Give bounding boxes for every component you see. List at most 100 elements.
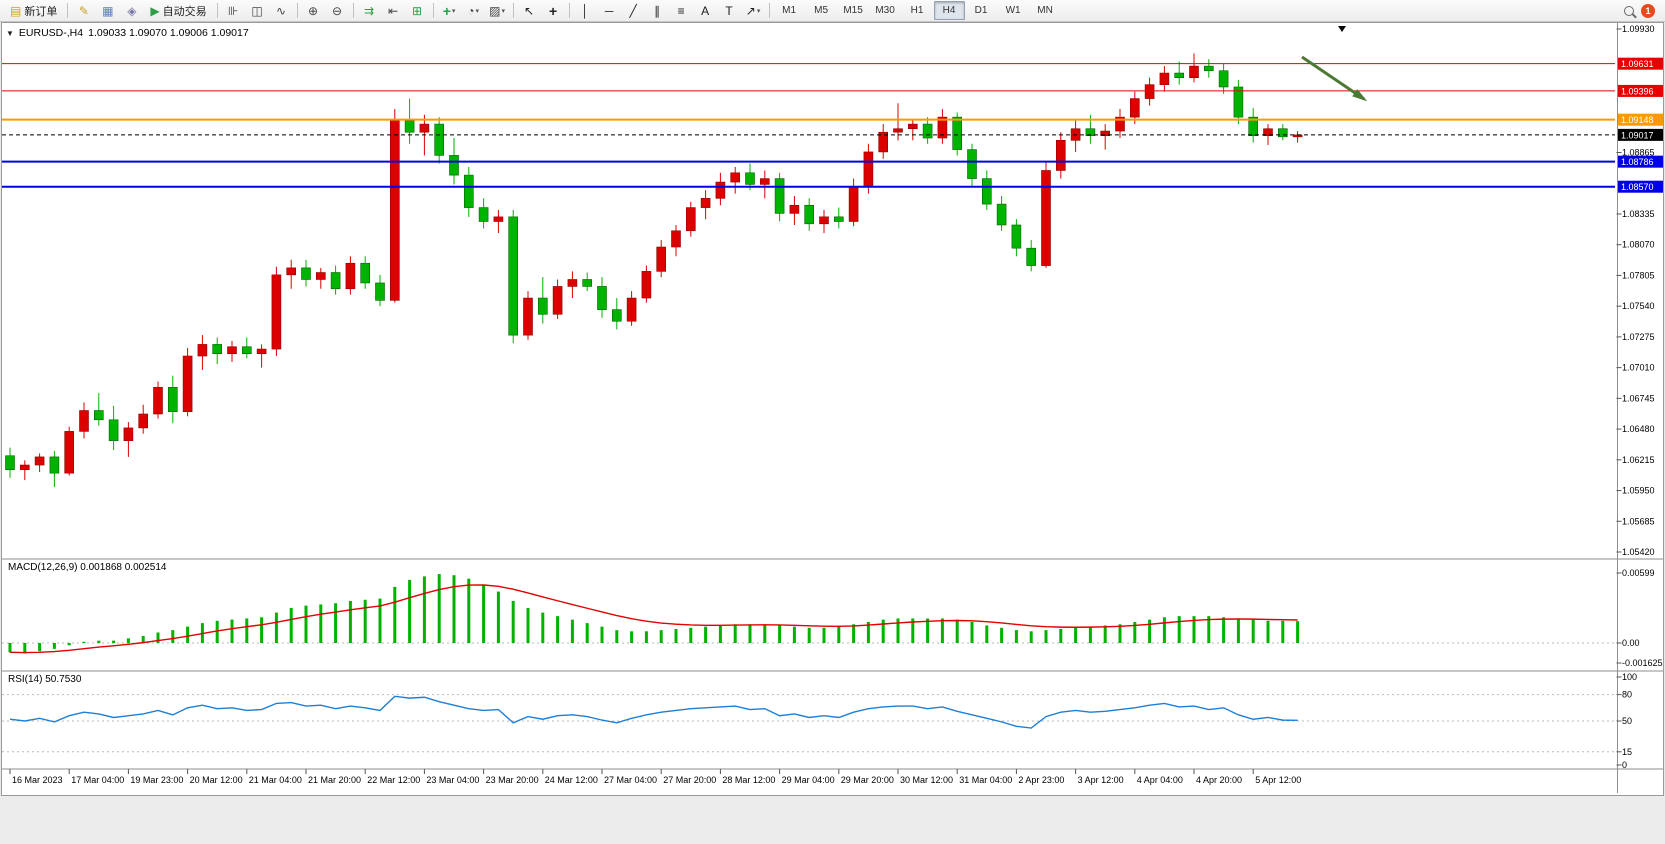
- fibonacci-icon: ≡: [677, 3, 685, 18]
- svg-text:1.07540: 1.07540: [1622, 301, 1655, 311]
- svg-text:1.06215: 1.06215: [1622, 455, 1655, 465]
- timeframe-m30-button[interactable]: M30: [875, 5, 895, 16]
- svg-text:1.06745: 1.06745: [1622, 393, 1655, 403]
- market-watch-icon: ▦: [102, 3, 114, 18]
- notification-badge[interactable]: 1: [1641, 3, 1655, 18]
- toolbar-separator: [352, 3, 354, 18]
- level-price-badge: 1.08786: [1618, 155, 1663, 168]
- timeframe-d1-button[interactable]: D1: [974, 5, 988, 16]
- svg-text:27 Mar 20:00: 27 Mar 20:00: [663, 775, 716, 785]
- market-watch-icon[interactable]: ▦: [96, 1, 119, 21]
- svg-text:0: 0: [1622, 760, 1627, 770]
- timeframe-mn-button[interactable]: MN: [1037, 5, 1053, 16]
- periods-icon[interactable]: ◔ ▾: [462, 1, 485, 21]
- chart-shift-marker[interactable]: [1338, 26, 1346, 32]
- auto-scroll-icon[interactable]: ⇉: [358, 1, 381, 21]
- level-price-badge: 1.09396: [1618, 84, 1663, 97]
- svg-text:2 Apr 23:00: 2 Apr 23:00: [1018, 775, 1064, 785]
- equidistant-channel-icon[interactable]: ∥: [646, 1, 669, 21]
- svg-text:21 Mar 20:00: 21 Mar 20:00: [308, 775, 361, 785]
- text-icon[interactable]: A: [694, 1, 717, 21]
- timeframe-m5-button[interactable]: M5: [814, 5, 829, 16]
- tile-windows-icon[interactable]: ⊞: [406, 1, 429, 21]
- text-icon: A: [701, 3, 710, 18]
- timeframe-h4-button[interactable]: H4: [933, 1, 965, 20]
- svg-text:15: 15: [1622, 747, 1632, 757]
- periods-icon: ◔: [467, 3, 475, 18]
- timeframe-m15-button[interactable]: M15: [843, 5, 863, 16]
- svg-text:1.09396: 1.09396: [1621, 86, 1654, 96]
- chevron-down-icon: ▾: [451, 7, 456, 15]
- line-chart-icon[interactable]: ∿: [270, 1, 293, 21]
- vertical-line-icon: │: [581, 3, 589, 18]
- indicators-icon[interactable]: + ▾: [438, 1, 461, 21]
- chart-window: ▼ EURUSD-,H4 1.09033 1.09070 1.09006 1.0…: [1, 22, 1664, 796]
- text-label-icon: T: [725, 3, 733, 18]
- svg-text:24 Mar 12:00: 24 Mar 12:00: [545, 775, 598, 785]
- svg-text:1.08335: 1.08335: [1622, 209, 1655, 219]
- zoom-in-icon[interactable]: ⊕: [302, 1, 325, 21]
- new-order-button-label: 新订单: [24, 5, 58, 18]
- vertical-line-icon[interactable]: │: [574, 1, 597, 21]
- price-chart[interactable]: 1.09930 1.08865 1.08335 1.08070 1.07805 1.075…: [2, 23, 1663, 793]
- autotrading-button[interactable]: ▶ 自动交易: [144, 1, 212, 21]
- rsi-label: RSI(14) 50.7530: [8, 674, 82, 685]
- timeframe-w1-button[interactable]: W1: [1005, 5, 1021, 16]
- svg-text:29 Mar 04:00: 29 Mar 04:00: [782, 775, 835, 785]
- horizontal-line-icon: ─: [604, 3, 614, 18]
- arrow-annotation[interactable]: [1301, 55, 1368, 102]
- timeframe-h1-button[interactable]: H1: [910, 5, 924, 16]
- search-icon[interactable]: [1624, 5, 1634, 16]
- zoom-out-icon: ⊖: [332, 3, 343, 18]
- price-axis[interactable]: 1.09930 1.08865 1.08335 1.08070 1.07805 1.075…: [1616, 24, 1655, 557]
- cursor-icon: ↖: [524, 3, 535, 18]
- svg-text:31 Mar 04:00: 31 Mar 04:00: [959, 775, 1012, 785]
- chevron-down-icon: ▾: [756, 7, 761, 15]
- candlestick-chart-icon[interactable]: ◫: [246, 1, 269, 21]
- chevron-down-icon: ▾: [501, 7, 505, 15]
- rsi-level-lines: [2, 694, 1615, 753]
- crosshair-icon: +: [548, 2, 558, 19]
- svg-text:29 Mar 20:00: 29 Mar 20:00: [841, 775, 894, 785]
- navigator-icon[interactable]: ◈: [120, 1, 143, 21]
- toolbar-separator: [512, 3, 514, 18]
- level-price-badge: 1.09631: [1618, 57, 1663, 70]
- arrows-tool-icon[interactable]: ↗ ▾: [742, 1, 765, 21]
- macd-label: MACD(12,26,9) 0.001868 0.002514: [8, 562, 167, 573]
- svg-text:1.08786: 1.08786: [1621, 157, 1654, 167]
- svg-text:21 Mar 04:00: 21 Mar 04:00: [249, 775, 302, 785]
- zoom-out-icon[interactable]: ⊖: [326, 1, 349, 21]
- chevron-down-icon: ▾: [475, 7, 479, 15]
- time-axis[interactable]: 16 Mar 2023 17 Mar 04:00 19 Mar 23:00 20 Ma…: [9, 769, 1301, 785]
- chart-shift-icon[interactable]: ⇤: [382, 1, 405, 21]
- macd-histogram: [8, 574, 1300, 654]
- rsi-line: [9, 695, 1298, 729]
- toolbar-separator: [432, 3, 434, 18]
- bar-chart-icon[interactable]: ⊪: [222, 1, 245, 21]
- svg-text:100: 100: [1622, 672, 1637, 682]
- cursor-icon[interactable]: ↖: [518, 1, 541, 21]
- one-click-trading-arrow[interactable]: ▼: [6, 28, 14, 38]
- trendline-icon: ╱: [629, 3, 637, 18]
- fibonacci-icon[interactable]: ≡: [670, 1, 693, 21]
- metaeditor-icon: ✎: [78, 3, 89, 18]
- indicators-icon: +: [442, 2, 451, 19]
- equidistant-channel-icon: ∥: [654, 3, 661, 18]
- metaeditor-icon[interactable]: ✎: [72, 1, 95, 21]
- svg-text:16 Mar 2023: 16 Mar 2023: [12, 775, 63, 785]
- svg-text:1.09930: 1.09930: [1622, 24, 1655, 34]
- new-order-button[interactable]: ▤ 新订单: [4, 1, 63, 21]
- timeframe-m1-button[interactable]: M1: [782, 5, 797, 16]
- status-strip: [0, 796, 1665, 844]
- text-label-icon[interactable]: T: [718, 1, 741, 21]
- svg-text:1.07275: 1.07275: [1622, 332, 1655, 342]
- navigator-icon: ◈: [127, 3, 137, 18]
- svg-text:0.00599: 0.00599: [1622, 568, 1655, 578]
- toolbar-separator: [568, 3, 570, 18]
- toolbar-separator: [216, 3, 218, 18]
- svg-text:3 Apr 12:00: 3 Apr 12:00: [1078, 775, 1124, 785]
- templates-icon[interactable]: ▨ ▾: [486, 1, 509, 21]
- horizontal-line-icon[interactable]: ─: [598, 1, 621, 21]
- crosshair-icon[interactable]: +: [542, 1, 565, 21]
- trendline-icon[interactable]: ╱: [622, 1, 645, 21]
